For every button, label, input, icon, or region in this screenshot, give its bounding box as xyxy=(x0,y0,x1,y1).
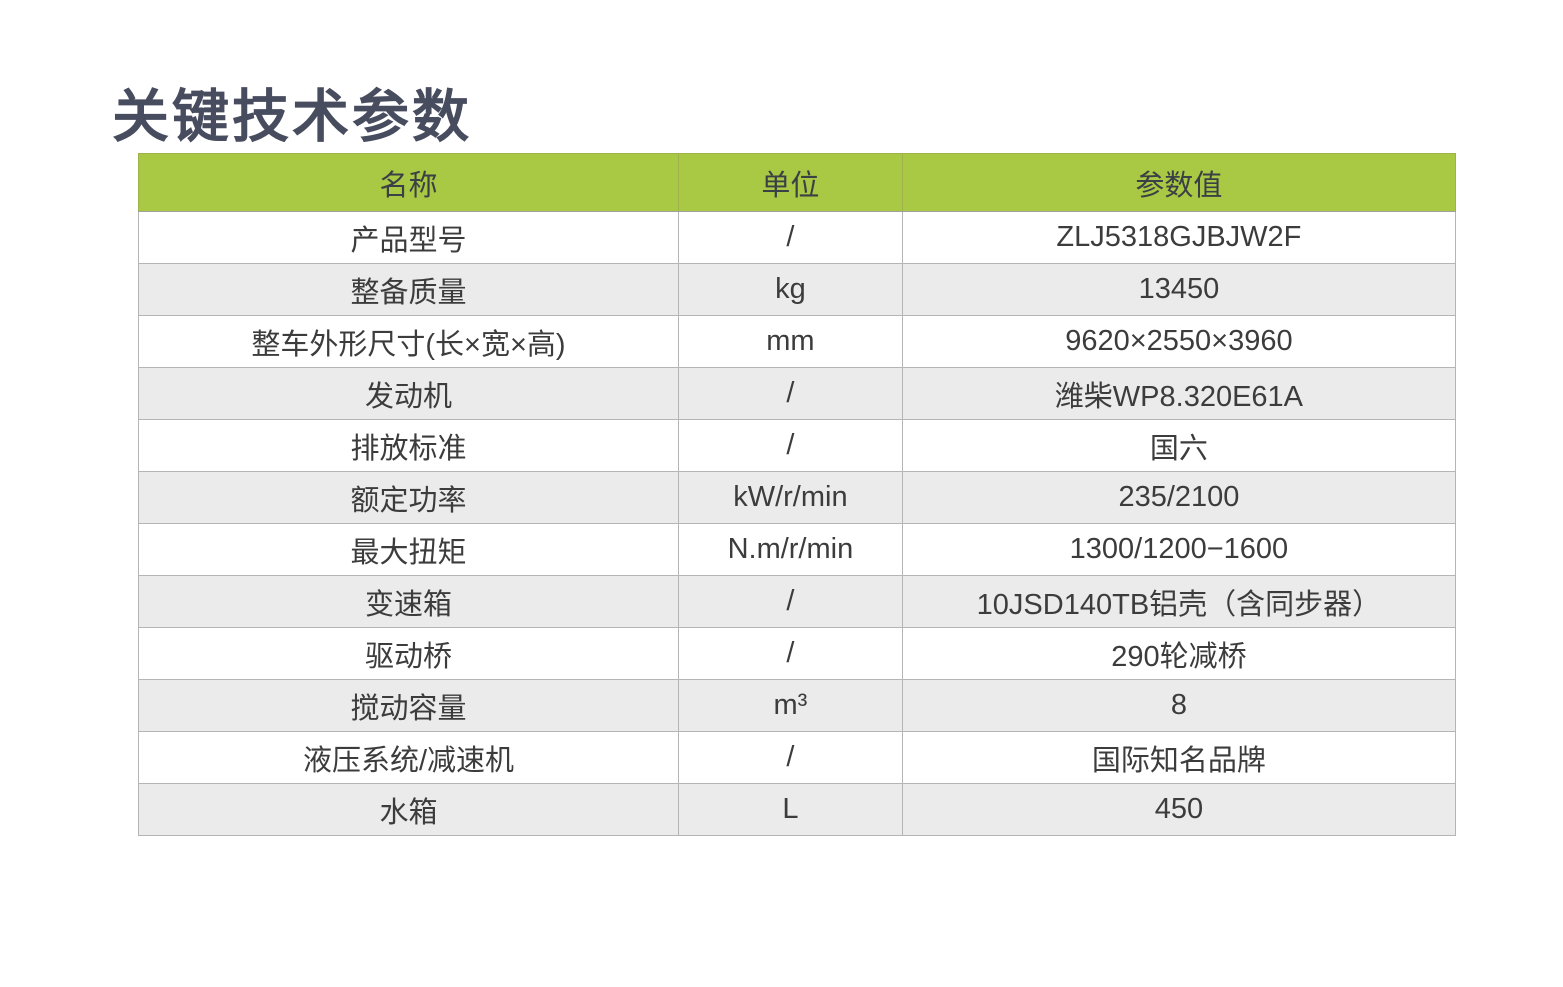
table-row: 额定功率 kW/r/min 235/2100 xyxy=(138,471,1457,524)
name-cell: 驱动桥 xyxy=(138,627,679,680)
table-row: 最大扭矩 N.m/r/min 1300/1200−1600 xyxy=(138,523,1457,576)
table-row: 产品型号 / ZLJ5318GJBJW2F xyxy=(138,211,1457,264)
table-row: 变速箱/10JSD140TB铝壳（含同步器） xyxy=(138,575,1457,628)
spec-table-header: 名称 单位 参数值 xyxy=(138,153,1457,212)
unit-cell: / xyxy=(677,211,903,264)
name-cell: 发动机 xyxy=(138,367,679,420)
table-row: 整备质量 kg 13450 xyxy=(138,263,1457,316)
table-row: 排放标准 / 国六 xyxy=(138,419,1457,472)
name-cell: 产品型号 xyxy=(138,211,679,264)
spec-table: 名称 单位 参数值 产品型号 / ZLJ5318GJBJW2F 整备质量 kg 13450… xyxy=(138,153,1457,836)
name-cell: 整备质量 xyxy=(138,263,679,316)
spec-table-body: 产品型号 / ZLJ5318GJBJW2F 整备质量 kg 13450 整车外形尺寸(长×宽… xyxy=(138,211,1457,836)
name-cell: 水箱 xyxy=(138,783,679,836)
column-header-value: 参数值 xyxy=(901,153,1457,212)
value-cell: 290轮减桥 xyxy=(901,627,1457,680)
value-cell: 235/2100 xyxy=(901,471,1457,524)
table-row: 液压系统/减速机 / 国际知名品牌 xyxy=(138,731,1457,784)
value-cell: 潍柴WP8.320E61A xyxy=(901,367,1457,420)
name-cell: 额定功率 xyxy=(138,471,679,524)
column-header-unit: 单位 xyxy=(677,153,903,212)
unit-cell: L xyxy=(677,783,903,836)
unit-cell: kW/r/min xyxy=(677,471,903,524)
value-cell: 8 xyxy=(901,679,1457,732)
unit-cell: mm xyxy=(677,315,903,368)
value-cell: 国际知名品牌 xyxy=(901,731,1457,784)
unit-cell: / xyxy=(677,575,903,628)
header-row: 名称 单位 参数值 xyxy=(138,153,1457,212)
column-header-name: 名称 xyxy=(138,153,679,212)
name-cell: 最大扭矩 xyxy=(138,523,679,576)
unit-cell: / xyxy=(677,627,903,680)
value-cell: 1300/1200−1600 xyxy=(901,523,1457,576)
unit-cell: / xyxy=(677,731,903,784)
unit-cell: N.m/r/min xyxy=(677,523,903,576)
table-row: 水箱 L 450 xyxy=(138,783,1457,836)
value-cell: 10JSD140TB铝壳（含同步器） xyxy=(901,575,1457,628)
value-cell: 13450 xyxy=(901,263,1457,316)
table-row: 搅动容量 m³ 8 xyxy=(138,679,1457,732)
value-cell: 450 xyxy=(901,783,1457,836)
table-row: 整车外形尺寸(长×宽×高) mm 9620×2550×3960 xyxy=(138,315,1457,368)
unit-cell: / xyxy=(677,367,903,420)
name-cell: 整车外形尺寸(长×宽×高) xyxy=(138,315,679,368)
table-row: 发动机 / 潍柴WP8.320E61A xyxy=(138,367,1457,420)
value-cell: 国六 xyxy=(901,419,1457,472)
value-cell: 9620×2550×3960 xyxy=(901,315,1457,368)
name-cell: 排放标准 xyxy=(138,419,679,472)
table-row: 驱动桥/290轮减桥 xyxy=(138,627,1457,680)
unit-cell: / xyxy=(677,419,903,472)
value-cell: ZLJ5318GJBJW2F xyxy=(901,211,1457,264)
page-title: 关键技术参数 xyxy=(112,85,472,150)
name-cell: 液压系统/减速机 xyxy=(138,731,679,784)
name-cell: 搅动容量 xyxy=(138,679,679,732)
unit-cell: m³ xyxy=(677,679,903,732)
unit-cell: kg xyxy=(677,263,903,316)
name-cell: 变速箱 xyxy=(138,575,679,628)
